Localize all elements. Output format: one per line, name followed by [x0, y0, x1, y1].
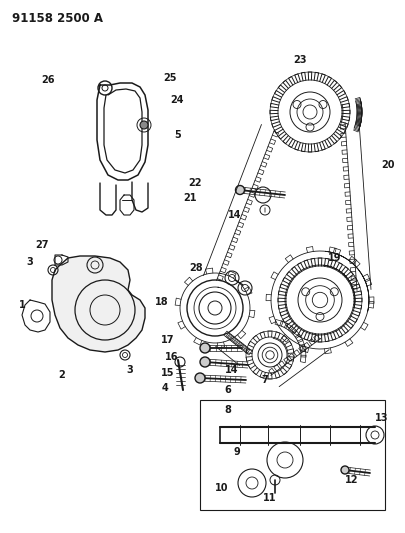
Text: 27: 27	[35, 240, 49, 250]
Text: 10: 10	[215, 483, 228, 493]
Text: 7: 7	[261, 375, 268, 385]
Text: 12: 12	[344, 475, 358, 485]
Text: 2: 2	[58, 370, 65, 380]
Text: 19: 19	[327, 253, 341, 263]
Text: 21: 21	[183, 193, 196, 203]
Text: 3: 3	[27, 257, 33, 267]
Circle shape	[200, 343, 209, 353]
Text: 22: 22	[188, 178, 201, 188]
Text: 1: 1	[19, 300, 25, 310]
Text: 25: 25	[163, 73, 176, 83]
Text: 18: 18	[155, 297, 168, 307]
Bar	[200, 400, 384, 510]
Text: 6: 6	[224, 385, 231, 395]
Text: 24: 24	[170, 95, 183, 105]
Polygon shape	[52, 256, 145, 352]
Text: 13: 13	[374, 413, 388, 423]
Text: 26: 26	[41, 75, 55, 85]
Text: 4: 4	[161, 383, 168, 393]
Text: 9: 9	[233, 447, 240, 457]
Text: 14: 14	[225, 365, 238, 375]
Text: 15: 15	[161, 368, 174, 378]
Text: 5: 5	[174, 130, 181, 140]
Circle shape	[200, 357, 209, 367]
Text: 8: 8	[224, 405, 231, 415]
Text: 11: 11	[262, 493, 276, 503]
Text: 20: 20	[380, 160, 394, 170]
Text: 28: 28	[189, 263, 202, 273]
Text: 16: 16	[165, 352, 178, 362]
Circle shape	[235, 185, 244, 195]
Circle shape	[194, 373, 205, 383]
Text: 23: 23	[292, 55, 306, 65]
Circle shape	[140, 121, 148, 129]
Text: 91158 2500 A: 91158 2500 A	[12, 12, 103, 25]
Text: 17: 17	[161, 335, 174, 345]
Text: 3: 3	[126, 365, 133, 375]
Text: 14: 14	[228, 210, 241, 220]
Circle shape	[340, 466, 348, 474]
